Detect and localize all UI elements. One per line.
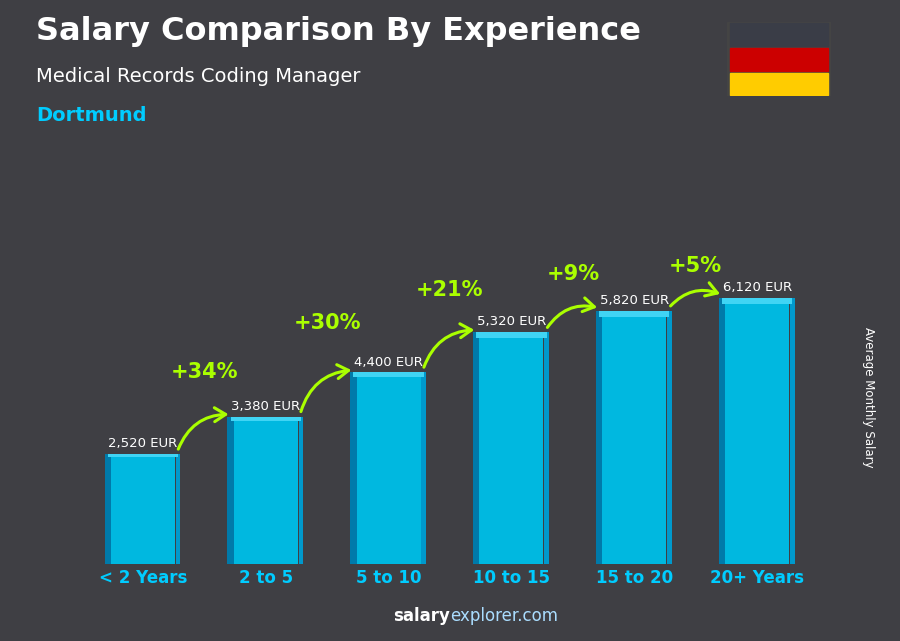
Bar [354,372,424,377]
Text: 2,520 EUR: 2,520 EUR [108,437,177,451]
Text: salary: salary [393,607,450,625]
Bar [599,311,670,317]
FancyArrowPatch shape [301,365,348,412]
Text: 3,380 EUR: 3,380 EUR [231,400,301,413]
Bar [473,333,480,564]
Bar [421,372,426,564]
Bar [230,417,301,420]
Bar [722,297,792,304]
Text: +9%: +9% [546,265,599,285]
Text: 6,120 EUR: 6,120 EUR [723,281,792,294]
Bar [730,72,828,96]
Bar [108,454,178,457]
Bar [234,417,298,564]
Bar [730,24,828,46]
Text: 4,400 EUR: 4,400 EUR [354,356,423,369]
Bar [480,333,544,564]
Bar [356,372,420,564]
Bar [790,297,795,564]
Bar [299,417,303,564]
Bar [111,454,175,564]
FancyArrowPatch shape [547,298,594,328]
Bar [602,311,666,564]
Text: explorer.com: explorer.com [450,607,558,625]
Bar [596,311,602,564]
Text: Medical Records Coding Manager: Medical Records Coding Manager [36,67,361,87]
Text: Salary Comparison By Experience: Salary Comparison By Experience [36,16,641,47]
Bar [725,297,789,564]
Text: 5,320 EUR: 5,320 EUR [477,315,546,328]
Bar [104,454,111,564]
Bar [667,311,671,564]
Bar [476,333,546,338]
Text: +5%: +5% [670,256,723,276]
Bar [176,454,180,564]
Text: Average Monthly Salary: Average Monthly Salary [862,327,875,468]
Text: +34%: +34% [170,362,238,382]
Bar [350,372,356,564]
Text: 5,820 EUR: 5,820 EUR [599,294,669,306]
FancyArrowPatch shape [178,408,226,449]
Text: +30%: +30% [293,313,361,333]
Bar [544,333,549,564]
Text: Dortmund: Dortmund [36,106,147,125]
FancyArrowPatch shape [670,283,717,306]
Bar [228,417,234,564]
Bar [719,297,725,564]
FancyArrowPatch shape [424,324,472,367]
Bar [730,48,828,71]
Text: +21%: +21% [416,279,484,300]
